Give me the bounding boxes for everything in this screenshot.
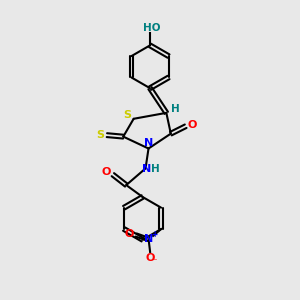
Text: O: O (125, 229, 134, 239)
Text: O: O (146, 254, 155, 263)
Text: S: S (96, 130, 104, 140)
Text: ⁻: ⁻ (153, 256, 157, 266)
Text: +: + (151, 230, 157, 238)
Text: H: H (172, 104, 180, 114)
Text: O: O (102, 167, 111, 177)
Text: H: H (151, 164, 159, 174)
Text: N: N (144, 138, 153, 148)
Text: N: N (142, 164, 152, 174)
Text: N: N (144, 235, 153, 244)
Text: O: O (188, 120, 197, 130)
Text: S: S (123, 110, 131, 120)
Text: HO: HO (143, 23, 160, 33)
